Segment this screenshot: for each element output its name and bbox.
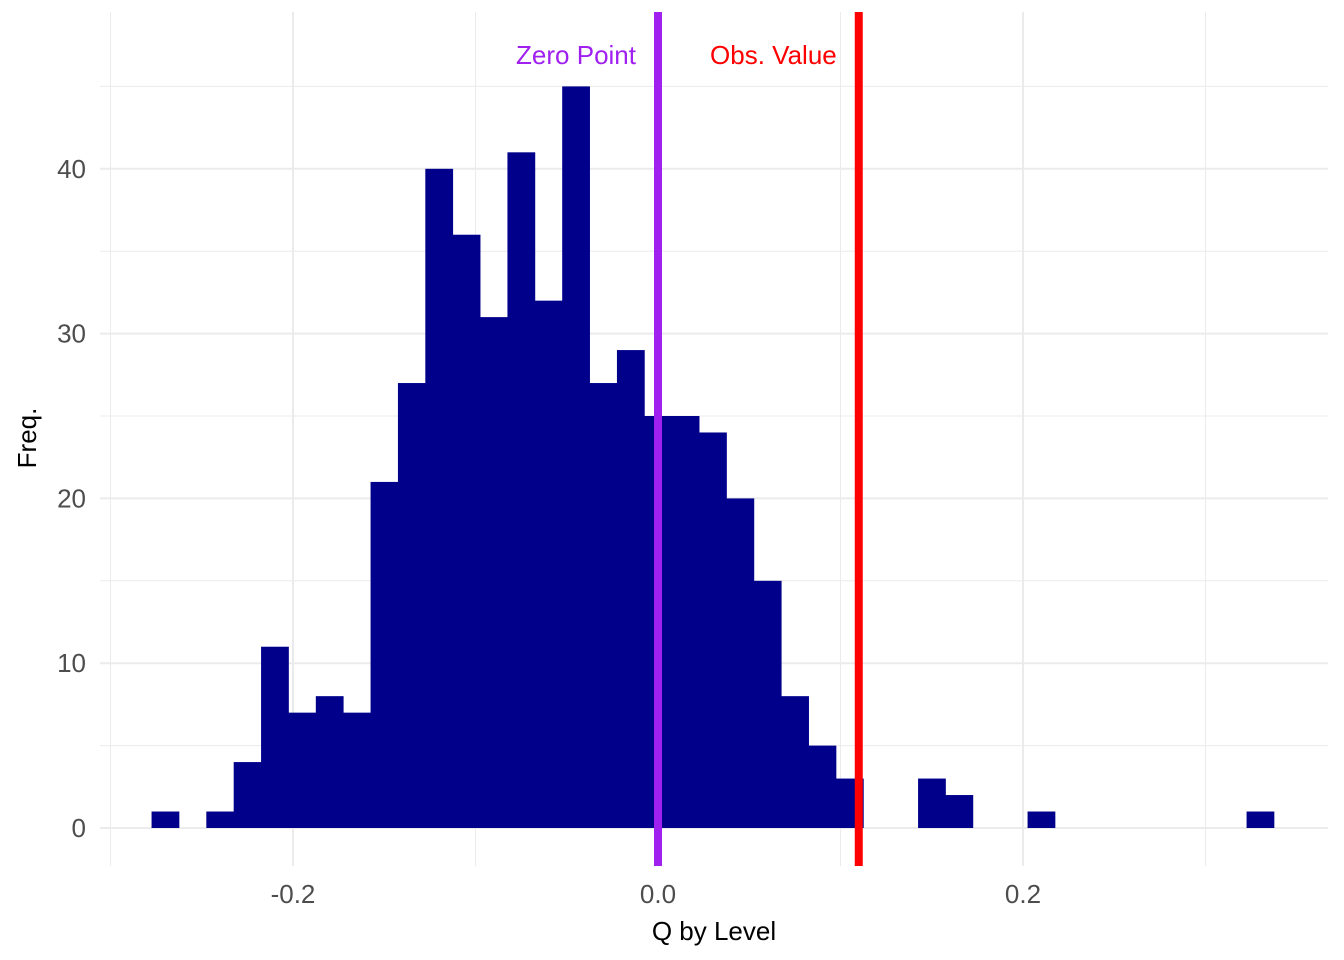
histogram-bar — [562, 86, 590, 828]
histogram-bar — [616, 350, 645, 828]
histogram-bar — [397, 383, 426, 828]
histogram-bar — [534, 300, 563, 828]
histogram-bar — [507, 152, 536, 828]
histogram-bar — [343, 712, 371, 828]
histogram-bar — [315, 696, 344, 828]
histogram-bar — [425, 168, 454, 829]
y-tick-label: 0 — [72, 813, 86, 843]
histogram-bar — [151, 811, 180, 828]
y-tick-label: 30 — [57, 319, 86, 349]
histogram-bar — [480, 317, 508, 828]
obs-value-label: Obs. Value — [710, 40, 837, 70]
histogram-bar — [808, 745, 837, 828]
histogram-bar — [370, 481, 399, 828]
histogram-bar — [918, 778, 946, 828]
histogram-bar — [753, 580, 782, 828]
x-axis-tick-labels: -0.2 0.0 0.2 — [271, 879, 1041, 909]
histogram-bar — [206, 811, 235, 828]
histogram-bar — [726, 498, 755, 828]
y-axis-title: Freq. — [12, 408, 42, 469]
histogram-bar — [945, 795, 974, 828]
histogram-bar — [288, 712, 317, 828]
histogram-bar — [1246, 811, 1275, 828]
histogram-bar — [589, 383, 618, 828]
histogram-bar — [452, 234, 481, 829]
histogram-bar — [233, 762, 262, 828]
histogram-bar — [261, 646, 289, 828]
y-tick-label: 20 — [57, 483, 86, 513]
histogram-bar — [781, 696, 809, 828]
zero-point-label: Zero Point — [516, 40, 637, 70]
y-tick-label: 40 — [57, 154, 86, 184]
y-axis-tick-labels: 0 10 20 30 40 — [57, 154, 86, 843]
histogram-bars — [151, 86, 1275, 829]
reference-line-labels: Zero Point Obs. Value — [516, 40, 837, 70]
histogram-bar — [1027, 811, 1056, 828]
histogram-bar — [671, 416, 700, 828]
histogram-bar — [699, 432, 727, 828]
y-tick-label: 10 — [57, 648, 86, 678]
x-tick-label: -0.2 — [271, 879, 316, 909]
x-tick-label: 0.0 — [640, 879, 676, 909]
x-tick-label: 0.2 — [1005, 879, 1041, 909]
x-axis-title: Q by Level — [652, 916, 776, 946]
reference-lines — [654, 12, 863, 866]
